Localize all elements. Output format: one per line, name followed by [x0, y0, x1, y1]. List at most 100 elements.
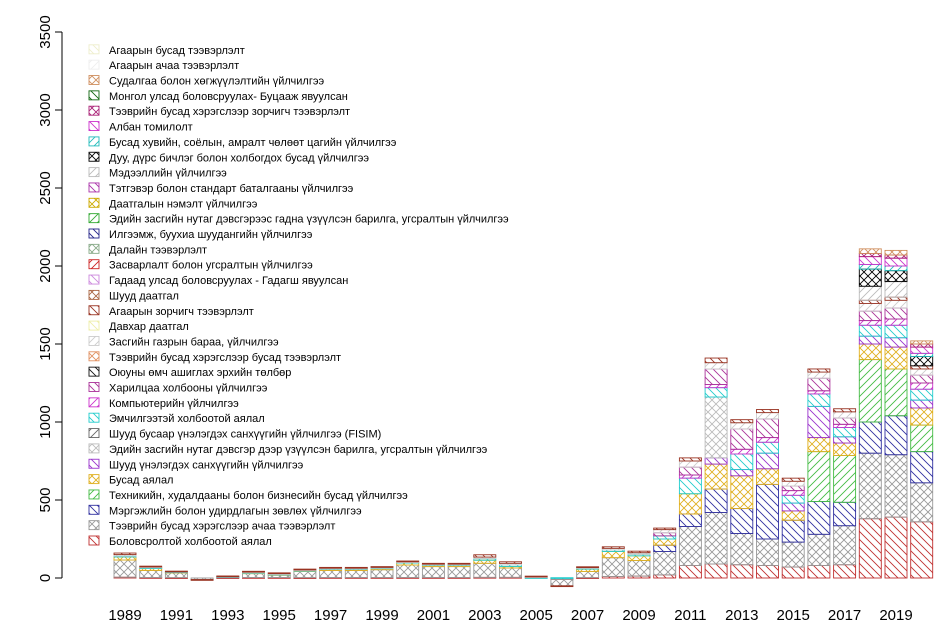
bar-segment [756, 468, 779, 485]
bar-segment [858, 253, 882, 258]
legend-entry: Шууд бусаар үнэлэгдэх санхүүгийн үйлчилг… [88, 428, 381, 441]
bar-stack-1995 [267, 572, 291, 579]
bar-segment [910, 424, 934, 453]
bar-segment [858, 359, 882, 423]
legend-label: Агаарын бусад тээвэрлэлт [109, 45, 245, 57]
bar-segment [319, 566, 343, 569]
legend-entry: Мэргэжлийн болон удирдлагын зөвлөх үйлчи… [88, 504, 362, 517]
legend-entry: Агаарын ачаа тээвэрлэлт [88, 59, 239, 72]
x-axis: 1989 1991 1993 1995 1997 1999 2001 2003 2005 2007… [108, 607, 912, 624]
bar-segment [807, 565, 831, 579]
legend-entry: Компьютерийн үйлчилгээ [88, 397, 239, 410]
bar-segment [833, 525, 857, 566]
bar-segment [370, 569, 394, 578]
bar-segment [678, 477, 702, 495]
bar-segment [858, 310, 882, 322]
x-tick-label: 1997 [314, 607, 347, 624]
bar-stack-2007 [576, 566, 600, 579]
bar-segment [396, 560, 420, 563]
legend-label: Гадаад улсад боловсруулах - Гадагш явуул… [109, 275, 348, 287]
legend-entry: Тэтгэвэр болон стандарт баталгааны үйлчи… [88, 182, 354, 195]
bar-stack-2011 [678, 457, 702, 579]
legend-swatch [88, 274, 100, 285]
bar-segment [678, 474, 702, 479]
legend-entry: Тээврийн бусад хэрэгслээр ачаа тээвэрлэл… [88, 520, 335, 533]
bar-segment [884, 296, 908, 301]
legend-swatch [88, 182, 100, 193]
bar-segment [653, 551, 677, 576]
bar-segment [884, 249, 908, 256]
bar-segment [730, 475, 754, 510]
legend-entry: Мэдээллийн үйлчилгээ [88, 167, 227, 180]
bar-stack-2017 [833, 408, 857, 579]
bar-segment [678, 526, 702, 566]
bar-segment [858, 299, 882, 304]
bar-segment [730, 453, 754, 471]
x-tick-label: 2001 [417, 607, 450, 624]
bar-segment [807, 390, 831, 395]
legend-swatch [88, 259, 100, 270]
legend-swatch [88, 458, 100, 469]
y-tick-label: 2000 [37, 249, 54, 282]
legend-entry: Гадаад улсад боловсруулах - Гадагш явуул… [88, 274, 348, 287]
legend-swatch [88, 105, 100, 116]
bar-segment [447, 562, 471, 565]
bar-segment [139, 565, 163, 568]
bar-segment [576, 566, 600, 569]
bar-segment [730, 564, 754, 579]
legend-label: Мэргэжлийн болон удирдлагын зөвлөх үйлчи… [109, 505, 362, 517]
bar-segment [704, 384, 728, 389]
bar-segment [884, 254, 908, 259]
bar-stack-2018 [858, 248, 882, 579]
legend-swatch [88, 151, 100, 162]
legend-entry: Эдийн засгийн нутаг дэвсгэрээс гадна үзү… [88, 213, 509, 226]
bar-segment [807, 501, 831, 535]
legend-swatch [88, 75, 100, 85]
bar-segment [833, 408, 857, 413]
bar-segment [550, 585, 574, 588]
legend-swatch [88, 167, 100, 178]
legend-swatch [88, 382, 100, 392]
y-tick-label: 1500 [37, 327, 54, 360]
x-tick-label: 1989 [108, 607, 141, 624]
legend-entry: Техникийн, худалдааны болон бизнесийн бу… [88, 489, 408, 502]
bar-segment [113, 552, 137, 556]
bar-segment [139, 570, 163, 578]
legend-swatch [88, 351, 100, 362]
bar-segment [910, 343, 934, 348]
legend-label: Тээврийн бусад хэрэгслээр зорчигч тээвэр… [109, 106, 350, 118]
bar-segment [653, 527, 677, 531]
legend-label: Судалгаа болон хөгжүүлэлтийн үйлчилгээ [109, 76, 324, 88]
bar-segment [807, 368, 831, 373]
bar-segment [601, 551, 625, 559]
legend-swatch [88, 44, 100, 55]
bar-stack-1998 [344, 566, 368, 579]
legend-entry: Бусад аялал [88, 474, 173, 487]
legend-label: Шууд үнэлэгдэх санхүүгийн үйлчилгээ [109, 459, 304, 471]
bar-segment [910, 388, 934, 401]
bar-segment [807, 405, 831, 439]
bar-segment [756, 409, 779, 414]
legend-swatch [88, 504, 100, 515]
bar-segment [910, 482, 934, 523]
legend-label: Даатгалын нэмэлт үйлчилгээ [109, 198, 258, 210]
bar-stack-2014 [756, 409, 779, 579]
legend-entry: Албан томилолт [88, 121, 193, 134]
bar-segment [627, 550, 651, 554]
bar-segment [884, 299, 908, 309]
legend-swatch [88, 443, 100, 454]
bar-segment [781, 519, 805, 543]
legend-entry: Агаарын зорчигч тээвэрлэлт [88, 305, 254, 318]
legend-entry: Бусад хувийн, соёлын, амралт чөлөөт цаги… [88, 136, 397, 149]
legend-entry: Оюуны өмч ашиглах эрхийн төлбөр [88, 366, 291, 379]
x-tick-label: 2009 [622, 607, 655, 624]
bar-segment [781, 485, 805, 492]
bar-segment [884, 337, 908, 348]
legend-entry: Засгийн газрын бараа, үйлчилгээ [88, 336, 279, 348]
legend-entry: Тээврийн бусад хэрэгслээр бусад тээвэрлэ… [88, 351, 341, 364]
bar-segment [833, 427, 857, 438]
x-tick-label: 1991 [160, 607, 193, 624]
bar-segment [858, 421, 882, 454]
bar-stack-2012 [704, 357, 728, 579]
